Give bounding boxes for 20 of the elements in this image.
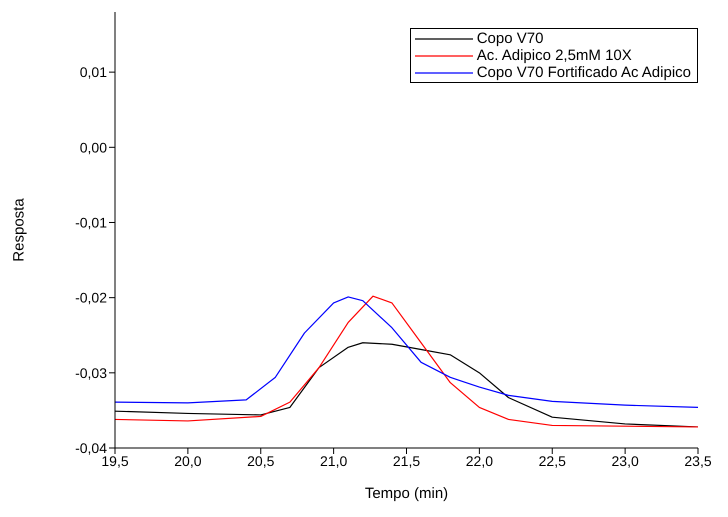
x-tick-label: 20,0 bbox=[174, 452, 202, 469]
legend-label: Copo V70 bbox=[476, 30, 544, 47]
x-tick-label: 22,5 bbox=[538, 452, 566, 469]
x-tick-label: 22,0 bbox=[466, 452, 494, 469]
y-tick-label: -0,03 bbox=[75, 364, 108, 381]
legend-label: Copo V70 Fortificado Ac Adipico bbox=[476, 64, 691, 81]
x-tick-label: 20,5 bbox=[247, 452, 275, 469]
y-tick-label: -0,01 bbox=[75, 214, 108, 230]
x-tick-label: 23,5 bbox=[684, 452, 712, 469]
legend-label: Ac. Adipico 2,5mM 10X bbox=[476, 47, 632, 64]
y-tick-label: 0,00 bbox=[80, 139, 108, 156]
y-axis-title: Resposta bbox=[10, 198, 28, 262]
x-axis-title: Tempo (min) bbox=[364, 485, 448, 502]
y-tick-label: -0,02 bbox=[75, 290, 108, 306]
line-series bbox=[115, 296, 698, 408]
y-tick-label: 0,01 bbox=[80, 64, 108, 80]
line-series bbox=[115, 296, 698, 428]
x-tick-label: 21,0 bbox=[320, 452, 348, 469]
x-tick-label: 21,5 bbox=[392, 452, 420, 469]
x-tick-label: 23,0 bbox=[612, 452, 639, 469]
